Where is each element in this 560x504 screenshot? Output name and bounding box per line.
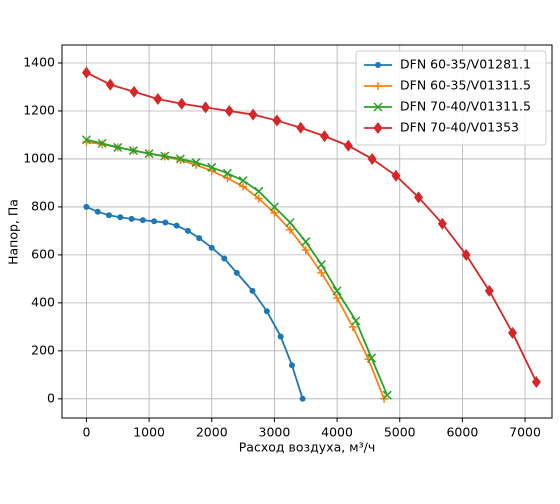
marker [221, 255, 228, 262]
marker [233, 269, 240, 276]
marker [160, 151, 170, 161]
y-axis-label: Напор, Па [6, 199, 21, 265]
marker [81, 66, 91, 79]
marker [117, 214, 124, 221]
marker [351, 316, 361, 326]
y-tick-label: 600 [31, 246, 55, 261]
marker [317, 268, 326, 277]
marker [113, 142, 123, 152]
marker [173, 222, 180, 229]
x-tick-label: 5000 [384, 425, 416, 440]
marker [223, 174, 232, 183]
x-tick-label: 7000 [509, 425, 541, 440]
marker [508, 326, 518, 339]
marker [484, 284, 494, 297]
marker [175, 154, 185, 164]
y-tick-label: 1200 [23, 102, 55, 117]
marker [299, 395, 306, 402]
marker [367, 353, 377, 363]
x-tick-label: 6000 [446, 425, 478, 440]
marker [373, 122, 383, 134]
marker [129, 85, 139, 98]
legend-box [355, 50, 547, 146]
marker [285, 217, 295, 228]
marker [301, 237, 311, 247]
marker [200, 101, 210, 114]
marker [288, 362, 295, 369]
marker [248, 108, 258, 121]
marker [105, 78, 115, 91]
legend-label: DFN 60-35/V01281.1 [400, 57, 531, 72]
series-line [86, 138, 389, 396]
y-tick-label: 1400 [23, 54, 55, 69]
marker [382, 390, 392, 400]
marker [531, 376, 541, 389]
x-tick-label: 4000 [321, 425, 353, 440]
marker [437, 217, 447, 230]
marker [249, 287, 256, 294]
marker [301, 246, 310, 255]
marker [208, 244, 215, 251]
marker [224, 104, 234, 117]
y-tick-label: 1000 [23, 150, 55, 165]
marker [375, 62, 381, 68]
marker [332, 286, 342, 296]
marker [184, 227, 191, 234]
marker [94, 208, 101, 215]
axes-frame [61, 44, 553, 419]
marker [320, 130, 330, 143]
y-tick-label: 400 [31, 294, 55, 309]
marker [191, 158, 201, 168]
x-tick-label: 3000 [259, 425, 291, 440]
marker [254, 186, 264, 196]
marker [269, 202, 279, 212]
marker [272, 114, 282, 127]
marker [128, 215, 135, 222]
marker [254, 194, 263, 203]
marker [81, 135, 91, 145]
marker [414, 191, 424, 204]
marker [373, 102, 383, 112]
y-tick-label: 200 [31, 342, 55, 357]
marker [238, 175, 248, 186]
marker [144, 149, 154, 159]
marker [222, 168, 232, 178]
marker [374, 82, 382, 90]
x-tick-label: 0 [82, 425, 90, 440]
legend-label: DFN 70-40/V01311.5 [400, 99, 531, 114]
marker [151, 218, 158, 225]
marker [207, 162, 217, 172]
x-axis-label: Расход воздуха, м³/ч [239, 440, 375, 455]
marker [177, 97, 187, 110]
marker [270, 208, 279, 217]
marker [139, 217, 146, 224]
marker [97, 138, 107, 148]
marker [239, 182, 248, 191]
marker [83, 203, 90, 210]
marker [277, 333, 284, 340]
marker [391, 169, 401, 182]
y-tick-label: 0 [47, 390, 55, 405]
series-line [86, 71, 538, 383]
marker [316, 259, 326, 270]
marker [162, 219, 169, 226]
legend-label: DFN 60-35/V01311.5 [400, 78, 531, 93]
marker [461, 248, 471, 261]
marker [343, 139, 353, 152]
marker [153, 92, 163, 105]
x-tick-label: 2000 [196, 425, 228, 440]
x-tick-label: 1000 [133, 425, 165, 440]
marker [263, 308, 270, 315]
marker [128, 146, 138, 156]
legend-label: DFN 70-40/V01353 [400, 120, 519, 135]
y-tick-label: 800 [31, 198, 55, 213]
marker [196, 235, 203, 242]
marker [286, 225, 295, 234]
marker [105, 212, 112, 219]
marker [333, 294, 342, 303]
marker [296, 121, 306, 134]
marker [367, 152, 377, 165]
